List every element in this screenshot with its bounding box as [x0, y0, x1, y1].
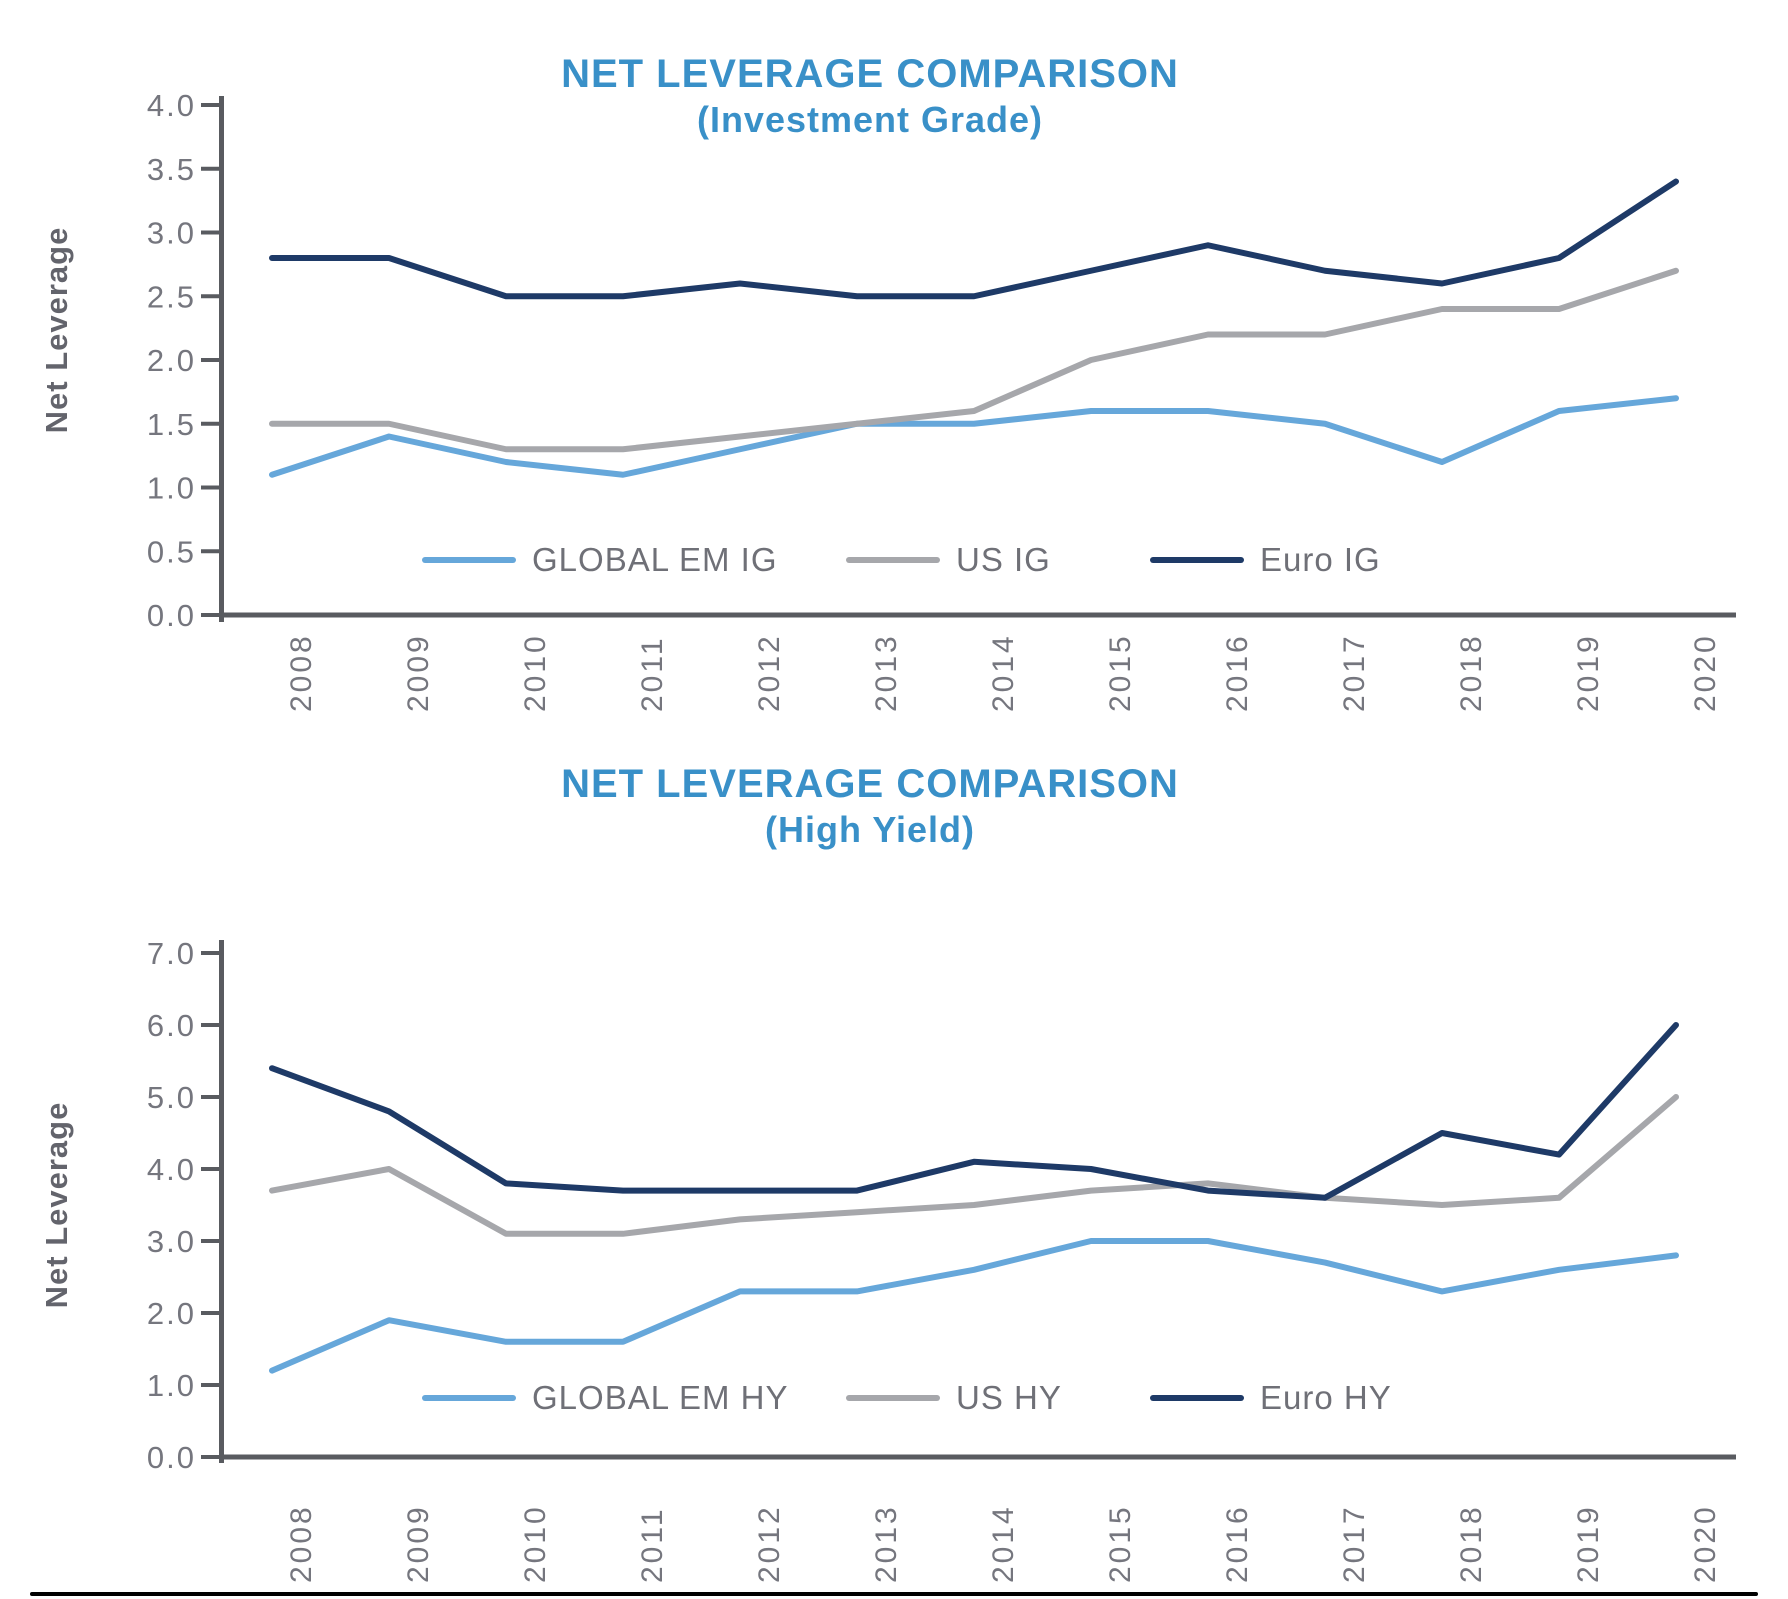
hy-x-label-2017: 2017: [1338, 1504, 1371, 1583]
ig-x-label-2008: 2008: [285, 633, 318, 712]
hy-y-tick-label: 4.0: [147, 1152, 196, 1187]
ig-x-label-2014: 2014: [987, 633, 1020, 712]
hy-legend-swatch-euro: [1150, 1395, 1244, 1401]
hy-x-axis-line: [219, 1454, 1736, 1460]
ig-y-tick: [201, 166, 219, 171]
ig-y-tick: [201, 230, 219, 235]
ig-y-tick-label: 0.0: [147, 598, 196, 633]
ig-y-tick-label: 3.0: [147, 216, 196, 251]
ig-x-axis-line: [219, 612, 1736, 618]
hy-y-tick: [201, 951, 219, 955]
hy-legend-item-euro: Euro HY: [1150, 1379, 1392, 1416]
ig-x-label-2009: 2009: [402, 633, 435, 712]
ig-legend-label-euro: Euro IG: [1260, 541, 1381, 578]
hy-x-label-2019: 2019: [1572, 1504, 1605, 1583]
ig-y-tick-label: 1.0: [147, 471, 196, 506]
ig-legend-item-us: US IG: [846, 541, 1051, 578]
hy-series-line-global-em-hy: [269, 1238, 1679, 1374]
hy-x-label-2012: 2012: [753, 1504, 786, 1583]
hy-y-tick: [201, 1311, 219, 1315]
hy-x-label-2010: 2010: [519, 1504, 552, 1583]
ig-x-label-2016: 2016: [1221, 633, 1254, 712]
ig-y-axis-line: [219, 96, 224, 622]
hy-legend-swatch-us: [846, 1395, 940, 1401]
ig-x-label-2012: 2012: [753, 633, 786, 712]
ig-legend-swatch-us: [846, 557, 940, 563]
bottom-border-line: [30, 1592, 1758, 1596]
hy-x-label-2015: 2015: [1104, 1504, 1137, 1583]
ig-y-tick: [201, 485, 219, 490]
ig-legend-label-global-em: GLOBAL EM IG: [532, 541, 778, 578]
hy-y-tick-label: 6.0: [147, 1008, 196, 1043]
ig-y-tick-label: 2.0: [147, 343, 196, 378]
ig-x-label-2010: 2010: [519, 633, 552, 712]
hy-series-line-euro-hy: [269, 1022, 1679, 1201]
hy-chart-title: NET LEVERAGE COMPARISON (High Yield): [360, 762, 1380, 850]
hy-y-tick-label: 3.0: [147, 1224, 196, 1259]
hy-y-tick-label: 0.0: [147, 1440, 196, 1475]
ig-x-label-2018: 2018: [1455, 633, 1488, 712]
ig-series-line-us-ig: [269, 267, 1679, 453]
hy-legend-label-us: US HY: [956, 1379, 1062, 1416]
ig-y-tick: [201, 103, 219, 107]
hy-y-axis-title: Net Leverage: [39, 1101, 74, 1309]
hy-x-label-2014: 2014: [987, 1504, 1020, 1583]
ig-legend-label-us: US IG: [956, 541, 1051, 578]
ig-legend-item-global-em: GLOBAL EM IG: [422, 541, 778, 578]
ig-y-tick-label: 1.5: [147, 407, 196, 442]
ig-series-line-euro-ig: [269, 178, 1679, 300]
hy-y-axis-line: [219, 940, 224, 1463]
hy-legend-item-global-em: GLOBAL EM HY: [422, 1379, 789, 1416]
hy-x-label-2008: 2008: [285, 1504, 318, 1583]
ig-y-tick-label: 0.5: [147, 534, 196, 569]
ig-y-tick: [201, 294, 219, 299]
hy-y-tick: [201, 1383, 219, 1387]
ig-legend-item-euro: Euro IG: [1150, 541, 1381, 578]
hy-x-label-2020: 2020: [1689, 1504, 1722, 1583]
hy-legend-label-global-em: GLOBAL EM HY: [532, 1379, 789, 1416]
hy-legend-item-us: US HY: [846, 1379, 1062, 1416]
ig-legend-swatch-global-em: [422, 557, 516, 563]
ig-legend-swatch-euro: [1150, 557, 1244, 563]
hy-x-label-2013: 2013: [870, 1504, 903, 1583]
hy-y-tick-label: 1.0: [147, 1368, 196, 1403]
ig-y-tick: [201, 421, 219, 426]
ig-y-tick: [201, 549, 219, 554]
ig-x-label-2013: 2013: [870, 633, 903, 712]
ig-y-tick: [201, 613, 219, 617]
ig-y-axis-title: Net Leverage: [39, 226, 74, 434]
ig-x-label-2019: 2019: [1572, 633, 1605, 712]
hy-y-tick-label: 2.0: [147, 1296, 196, 1331]
hy-chart-title-line2: (High Yield): [765, 809, 975, 850]
ig-x-label-2020: 2020: [1689, 633, 1722, 712]
hy-y-tick: [201, 1023, 219, 1027]
ig-x-label-2011: 2011: [636, 635, 669, 712]
hy-y-tick: [201, 1239, 219, 1243]
ig-chart-title-line2: (Investment Grade): [696, 99, 1044, 140]
hy-x-label-2011: 2011: [636, 1506, 669, 1583]
ig-series-line-global-em-ig: [269, 395, 1679, 478]
hy-y-tick-label: 5.0: [147, 1080, 196, 1115]
hy-y-tick: [201, 1455, 219, 1459]
ig-chart-title-line1: NET LEVERAGE COMPARISON: [561, 52, 1179, 96]
hy-x-label-2016: 2016: [1221, 1504, 1254, 1583]
hy-series-line-us-hy: [269, 1094, 1679, 1237]
ig-y-tick-label: 3.5: [147, 152, 196, 187]
hy-y-tick: [201, 1095, 219, 1099]
hy-y-tick-label: 7.0: [147, 936, 196, 971]
hy-y-tick: [201, 1167, 219, 1171]
hy-legend-label-euro: Euro HY: [1260, 1379, 1392, 1416]
ig-y-tick-label: 4.0: [147, 88, 196, 123]
ig-x-label-2015: 2015: [1104, 633, 1137, 712]
hy-legend-swatch-global-em: [422, 1395, 516, 1401]
ig-y-tick: [201, 358, 219, 362]
hy-x-label-2018: 2018: [1455, 1504, 1488, 1583]
hy-chart-title-line1: NET LEVERAGE COMPARISON: [561, 762, 1179, 806]
ig-chart-title: NET LEVERAGE COMPARISON (Investment Grad…: [360, 52, 1380, 140]
ig-y-tick-label: 2.5: [147, 279, 196, 314]
hy-x-label-2009: 2009: [402, 1504, 435, 1583]
ig-x-label-2017: 2017: [1338, 633, 1371, 712]
